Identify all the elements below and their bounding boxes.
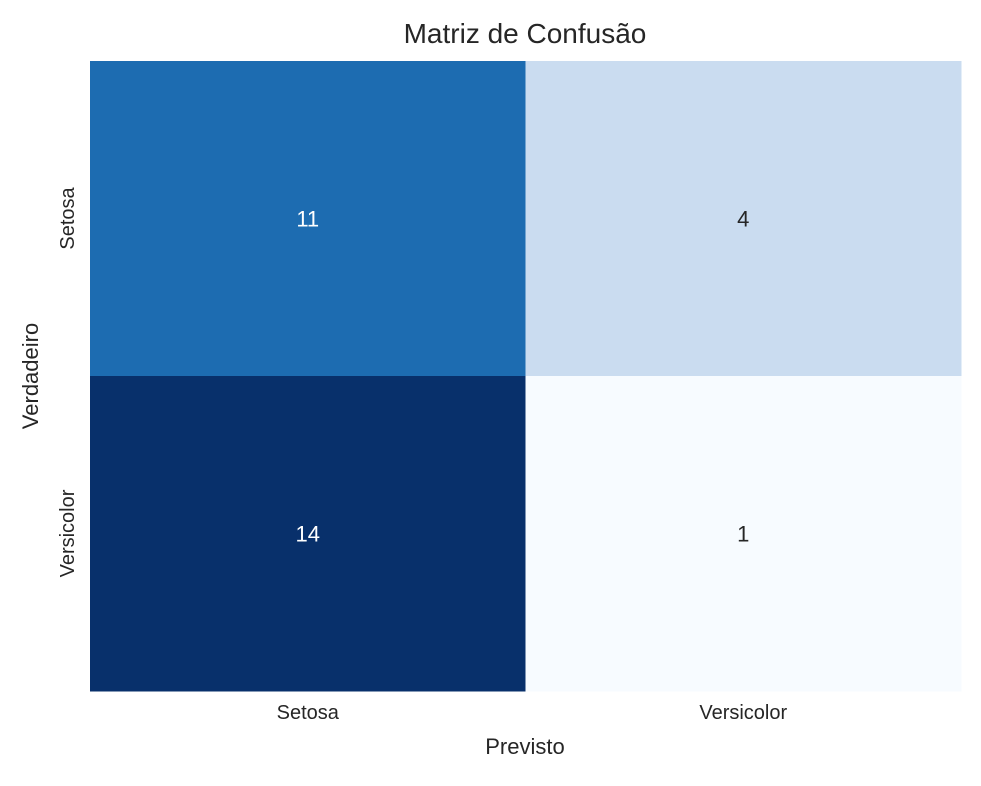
x-tick-label-1: Versicolor: [699, 702, 787, 724]
heatmap-cell-0-0: [90, 61, 526, 377]
x-tick-label-0: Setosa: [277, 702, 340, 724]
heatmap-cells: 11 4 14 1: [90, 61, 962, 692]
heatmap-cell-1-0: [90, 376, 526, 692]
chart-title: Matriz de Confusão: [404, 18, 647, 49]
x-axis-label: Previsto: [485, 734, 564, 759]
y-tick-label-1: Versicolor: [57, 489, 79, 577]
cell-value-label-0-0: 11: [296, 207, 319, 232]
y-tick-label-0: Setosa: [57, 186, 79, 249]
x-tick-labels: Setosa Versicolor: [277, 702, 788, 724]
y-tick-labels: Setosa Versicolor: [57, 186, 79, 577]
heatmap-cell-1-1: [525, 376, 962, 692]
heatmap-cell-0-1: [525, 61, 962, 377]
cell-value-label-0-1: 4: [737, 207, 749, 232]
cell-value-label-1-0: 14: [296, 522, 320, 547]
y-axis-label: Verdadeiro: [18, 323, 43, 429]
cell-value-label-1-1: 1: [737, 522, 749, 547]
